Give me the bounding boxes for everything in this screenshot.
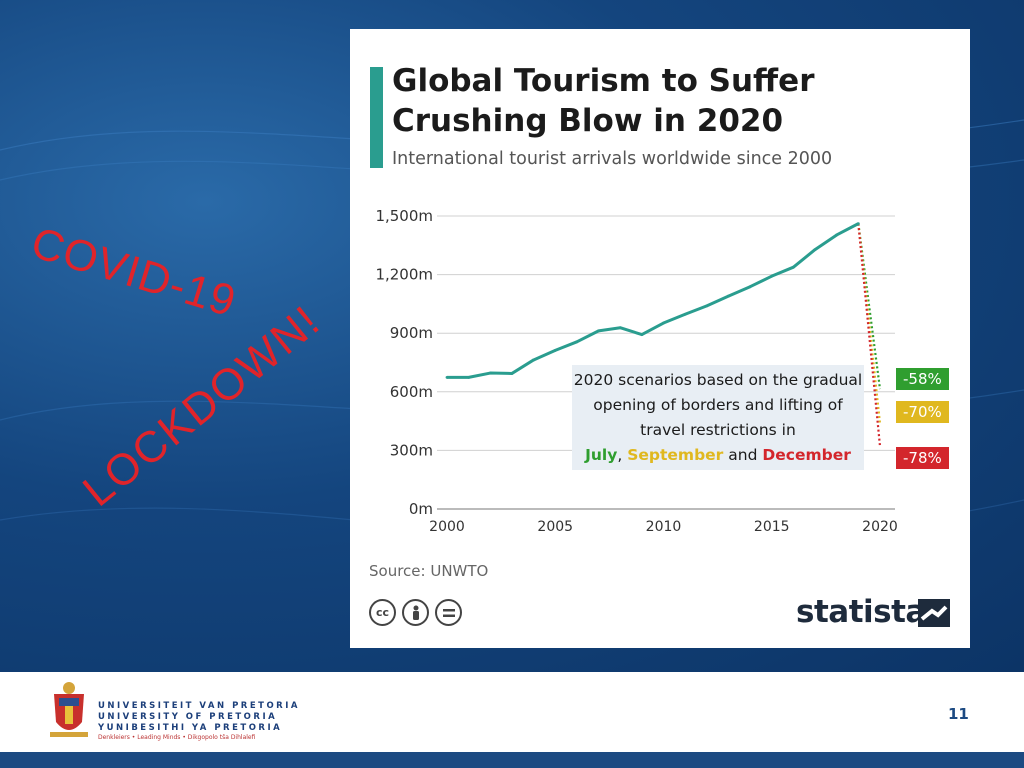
series-line-0	[447, 222, 860, 379]
cc-icon[interactable]: cc	[369, 599, 396, 626]
data-point	[705, 304, 709, 308]
university-crest-logo	[50, 682, 88, 737]
scenario-december: December	[762, 446, 851, 464]
y-tick-label: 600m	[390, 383, 433, 401]
y-tick-label: 900m	[390, 324, 433, 342]
data-point	[467, 375, 471, 379]
data-point	[662, 321, 665, 325]
scenario-july: July	[585, 446, 618, 464]
scenario-badge-70: -70%	[896, 401, 949, 423]
chart-title: Global Tourism to Suffer Crushing Blow i…	[392, 63, 815, 139]
x-tick-label: 2010	[646, 519, 682, 535]
license-icons: cc	[369, 599, 462, 626]
y-tick-label: 0m	[409, 500, 433, 518]
statista-logo-mark	[918, 599, 950, 627]
line-chart: 0m 300m 600m 900m 1,200m 1,500m 2000 2005 2010 20…	[375, 207, 898, 535]
data-point	[510, 372, 514, 375]
data-point	[835, 233, 839, 237]
data-point	[553, 348, 557, 352]
scenario-badge-58: -58%	[896, 368, 949, 390]
uni-name-english: UNIVERSITY OF PRETORIA	[98, 712, 278, 722]
x-tick-label: 2015	[754, 519, 790, 535]
source-note: Source: UNWTO	[369, 562, 489, 580]
person-attribution-icon[interactable]	[402, 599, 429, 626]
title-accent-bar	[370, 67, 383, 168]
data-point	[792, 265, 795, 269]
data-point	[683, 312, 687, 316]
data-point	[727, 294, 730, 298]
data-point	[770, 274, 774, 278]
university-motto: Denkleiers • Leading Minds • Dikgopolo t…	[98, 734, 256, 741]
slide-footer: UNIVERSITEIT VAN PRETORIA UNIVERSITY OF …	[0, 672, 1024, 752]
data-point	[748, 285, 752, 289]
scenario-comma: ,	[617, 446, 623, 464]
data-point	[640, 333, 644, 336]
y-tick-label: 1,500m	[375, 207, 433, 225]
y-tick-label: 300m	[390, 441, 433, 459]
data-point	[488, 371, 492, 375]
data-point	[597, 329, 600, 333]
scenario-and: and	[728, 446, 758, 464]
chart-subtitle: International tourist arrivals worldwide…	[392, 149, 833, 169]
infographic-card: Global Tourism to Suffer Crushing Blow i…	[350, 29, 970, 648]
data-point	[532, 358, 535, 362]
x-tick-label: 2000	[429, 519, 465, 535]
data-point	[575, 340, 579, 344]
x-tick-label: 2005	[537, 519, 573, 535]
data-point	[445, 375, 449, 379]
data-point	[856, 222, 860, 226]
university-names: UNIVERSITEIT VAN PRETORIA UNIVERSITY OF …	[98, 701, 300, 734]
scenario-line-2	[857, 223, 882, 447]
scenario-badge-78: -78%	[896, 447, 949, 469]
scenario-annotation: 2020 scenarios based on the gradual open…	[572, 365, 864, 470]
y-tick-label: 1,200m	[375, 266, 433, 284]
equals-noderivs-icon[interactable]	[435, 599, 462, 626]
x-tick-label: 2020	[862, 519, 898, 535]
statista-logo-text[interactable]: statista	[796, 594, 926, 630]
data-point	[813, 248, 817, 251]
bottom-stripe	[0, 752, 1024, 768]
uni-name-afrikaans: UNIVERSITEIT VAN PRETORIA	[98, 701, 300, 711]
uni-name-sepedi: YUNIBESITHI YA PRETORIA	[98, 723, 283, 733]
data-point	[618, 326, 622, 330]
scenario-text: 2020 scenarios based on the gradual open…	[573, 371, 863, 439]
page-number: 11	[948, 705, 969, 723]
scenario-september: September	[627, 446, 724, 464]
